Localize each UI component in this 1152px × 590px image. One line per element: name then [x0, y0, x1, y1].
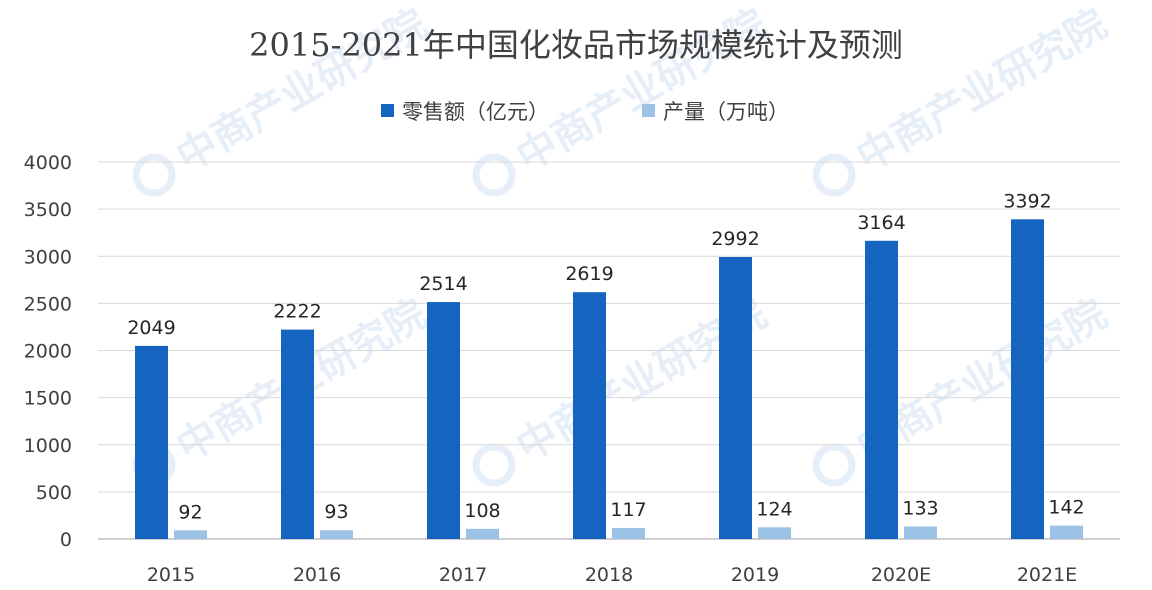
watermark-logo-icon: [472, 153, 516, 197]
bars: [135, 219, 1083, 539]
bar-production: [1050, 525, 1083, 539]
bar-retail: [719, 257, 752, 539]
data-label-retail: 3392: [1003, 190, 1051, 212]
watermark-logo-icon: [812, 443, 856, 487]
x-axis: 2015 2016 2017 2018 2019 2020E 2021E: [147, 564, 1077, 586]
y-tick-label: 4000: [24, 152, 72, 174]
data-label-retail: 2049: [127, 317, 175, 339]
y-tick-label: 0: [60, 529, 72, 551]
watermark-5: 中商产业研究院: [812, 291, 1114, 487]
bar-retail: [865, 240, 898, 539]
bar-production: [758, 527, 791, 539]
y-tick-label: 2500: [24, 293, 72, 315]
data-labels: 2049 92 2222 93 2514 108 2619 117 2992 124 3164 133…: [127, 190, 1084, 523]
bar-production: [466, 528, 499, 539]
bar-retail: [573, 292, 606, 539]
data-label-retail: 2222: [273, 301, 321, 323]
bar-production: [612, 527, 645, 539]
bar-production: [904, 526, 937, 539]
data-label-production: 142: [1048, 497, 1084, 519]
chart-title: 2015-2021年中国化妆品市场规模统计及预测: [249, 26, 903, 64]
x-tick-label: 2016: [293, 564, 341, 586]
data-label-production: 117: [610, 499, 646, 521]
data-label-retail: 2992: [711, 228, 759, 250]
legend-label-production: 产量（万吨）: [663, 100, 789, 124]
gridlines: [98, 161, 1120, 540]
y-tick-label: 2000: [24, 341, 72, 363]
data-label-production: 108: [464, 500, 500, 522]
y-tick-label: 500: [36, 482, 72, 504]
data-label-retail: 2514: [419, 273, 467, 295]
watermark-layer: 中商产业研究院中商产业研究院中商产业研究院中商产业研究院中商产业研究院中商产业研…: [132, 1, 1114, 487]
y-tick-label: 1500: [24, 388, 72, 410]
y-tick-label: 3000: [24, 246, 72, 268]
data-label-production: 124: [756, 498, 792, 520]
data-label-retail: 3164: [857, 212, 905, 234]
legend-swatch-production: [642, 104, 655, 117]
bar-retail: [281, 329, 314, 539]
y-tick-label: 1000: [24, 435, 72, 457]
watermark-logo-icon: [472, 443, 516, 487]
bar-retail: [135, 345, 168, 539]
watermark-logo-icon: [132, 153, 176, 197]
y-axis: 0 500 1000 1500 2000 2500 3000 3500 4000: [24, 152, 72, 551]
x-tick-label: 2019: [731, 564, 779, 586]
legend-swatch-retail: [381, 104, 394, 117]
bar-production: [174, 530, 207, 539]
data-label-production: 133: [902, 497, 938, 519]
x-tick-label: 2018: [585, 564, 633, 586]
bar-retail: [427, 302, 460, 539]
data-label-production: 92: [178, 501, 202, 523]
x-tick-label: 2017: [439, 564, 487, 586]
data-label-production: 93: [324, 501, 348, 523]
data-label-retail: 2619: [565, 263, 613, 285]
watermark-logo-icon: [812, 153, 856, 197]
legend: 零售额（亿元） 产量（万吨）: [381, 100, 789, 124]
x-tick-label: 2021E: [1017, 564, 1077, 586]
bar-retail: [1011, 219, 1044, 539]
legend-label-retail: 零售额（亿元）: [402, 100, 549, 124]
y-tick-label: 3500: [24, 199, 72, 221]
bar-production: [320, 530, 353, 539]
x-tick-label: 2015: [147, 564, 195, 586]
x-tick-label: 2020E: [871, 564, 931, 586]
